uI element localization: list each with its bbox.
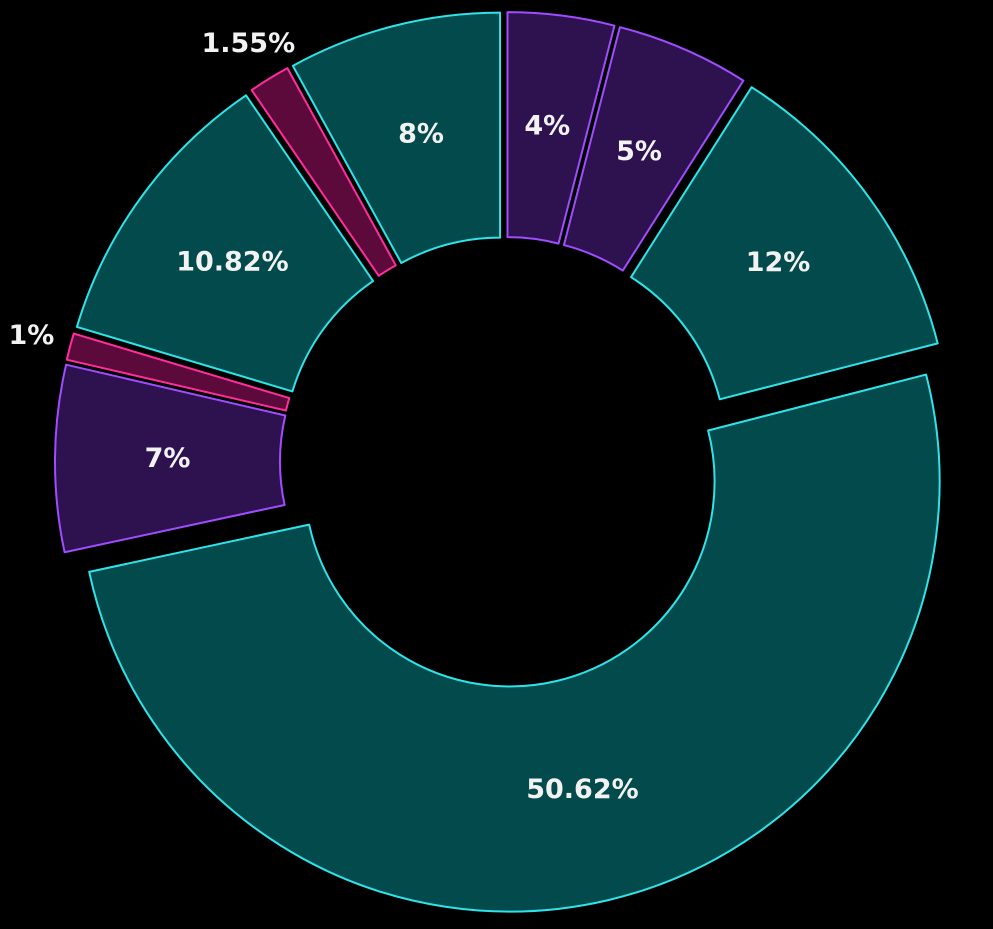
- slice-label: 8%: [398, 119, 444, 150]
- slice: [65, 332, 291, 412]
- slice: [630, 86, 939, 401]
- slice: [562, 26, 745, 272]
- slice-label: 12%: [746, 247, 811, 278]
- slice: [54, 363, 287, 554]
- slice: [75, 94, 375, 393]
- slice-label: 1.55%: [201, 28, 295, 59]
- slice-label: 4%: [524, 111, 570, 142]
- slice: [88, 373, 941, 913]
- slice-label: 1%: [8, 320, 54, 351]
- slice-label: 10.82%: [176, 246, 288, 277]
- slice-label: 50.62%: [526, 774, 638, 805]
- slice-label: 7%: [145, 443, 191, 474]
- slice-label: 5%: [616, 136, 662, 167]
- slice: [291, 11, 502, 264]
- slice: [250, 67, 397, 277]
- slice: [506, 11, 616, 245]
